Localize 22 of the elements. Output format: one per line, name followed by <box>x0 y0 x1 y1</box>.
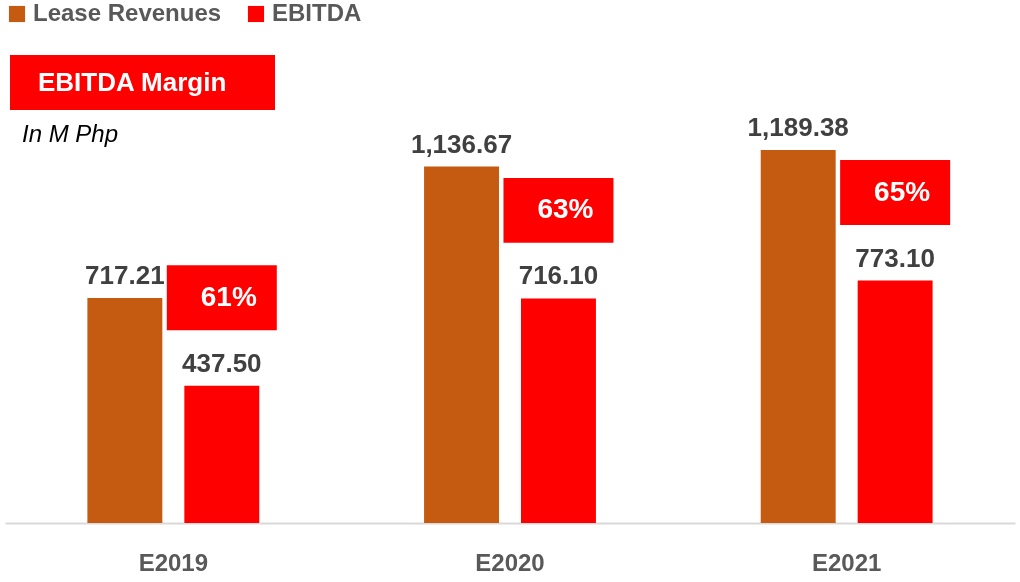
bar <box>184 385 260 523</box>
bar <box>87 298 163 523</box>
bar <box>424 166 499 523</box>
data-label: 773.10 <box>855 242 935 273</box>
bar <box>521 298 596 523</box>
bar <box>857 280 933 523</box>
x-tick-label: E2021 <box>811 548 882 576</box>
x-tick-label: E2019 <box>138 548 209 576</box>
text: EBITDA Margin <box>10 55 275 110</box>
annotation: 65% <box>874 175 931 207</box>
legend-label: EBITDA <box>272 0 362 26</box>
bar <box>760 150 836 523</box>
data-label: 717.21 <box>85 260 165 291</box>
annotation: 61% <box>200 280 257 312</box>
data-label: 437.50 <box>182 347 262 378</box>
annotation: 63% <box>537 193 594 225</box>
legend-label: Lease Revenues <box>33 0 222 26</box>
text: In M Php <box>22 120 119 148</box>
data-label: 1,136.67 <box>410 128 513 159</box>
data-label: 1,189.38 <box>747 112 849 142</box>
data-label: 716.10 <box>518 260 599 291</box>
x-tick-label: E2020 <box>475 548 545 576</box>
